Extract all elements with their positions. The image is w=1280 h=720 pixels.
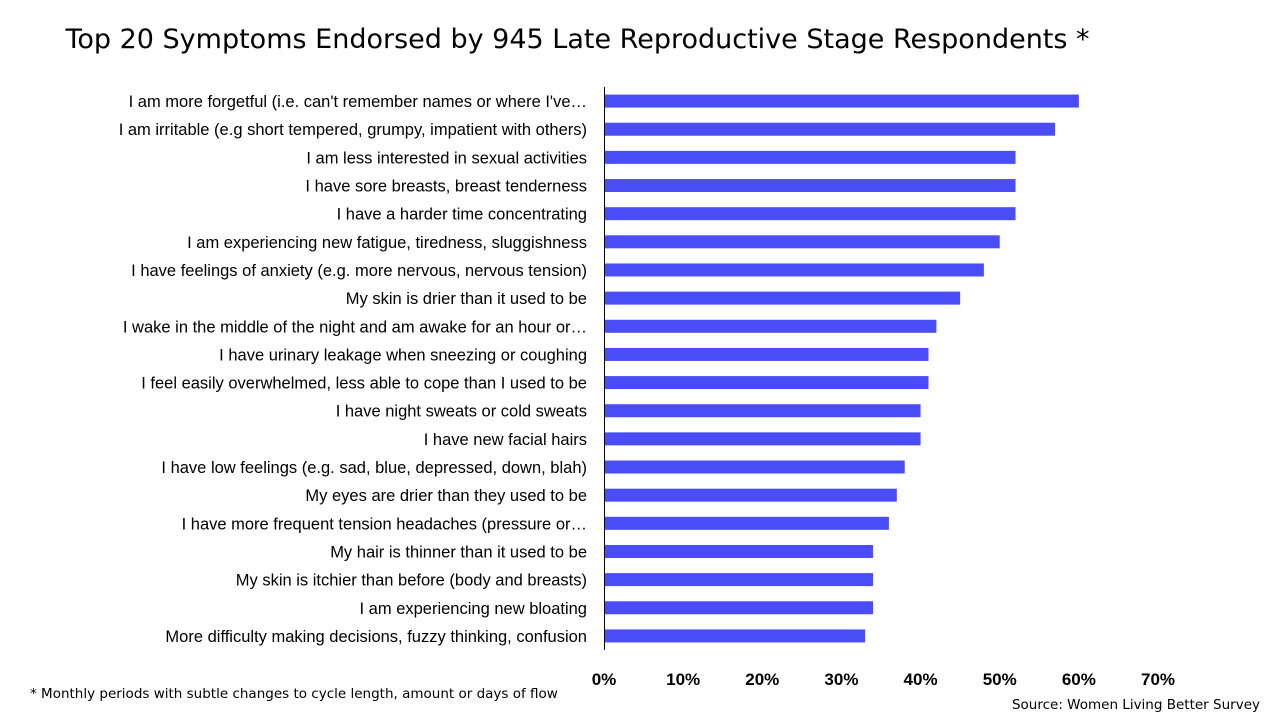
x-tick-label: 40% bbox=[904, 670, 938, 689]
bar bbox=[604, 235, 1000, 249]
bar bbox=[604, 404, 921, 418]
category-label: I am more forgetful (i.e. can't remember… bbox=[129, 93, 587, 111]
category-label: My skin is drier than it used to be bbox=[346, 290, 587, 308]
category-label: I have sore breasts, breast tenderness bbox=[305, 178, 587, 196]
category-label: I have urinary leakage when sneezing or … bbox=[219, 346, 587, 364]
bar bbox=[604, 347, 929, 361]
category-label: My eyes are drier than they used to be bbox=[305, 487, 587, 505]
bar bbox=[604, 629, 866, 643]
bars-group bbox=[604, 94, 1079, 643]
footnote: * Monthly periods with subtle changes to… bbox=[30, 686, 558, 702]
category-label: I wake in the middle of the night and am… bbox=[123, 318, 587, 336]
category-label: My skin is itchier than before (body and… bbox=[236, 572, 587, 590]
bar bbox=[604, 516, 889, 530]
category-label: I have more frequent tension headaches (… bbox=[182, 515, 587, 533]
x-tick-label: 10% bbox=[666, 670, 700, 689]
category-label: I have night sweats or cold sweats bbox=[336, 403, 587, 421]
category-label: More difficulty making decisions, fuzzy … bbox=[165, 628, 587, 646]
source-note: Source: Women Living Better Survey bbox=[1011, 697, 1260, 713]
bar bbox=[604, 488, 897, 502]
x-tick-label: 70% bbox=[1141, 670, 1175, 689]
category-label: I have a harder time concentrating bbox=[337, 206, 587, 224]
bar bbox=[604, 207, 1016, 221]
x-tick-labels: 0% 10% 20% 30% 40% 50% 60% 70% bbox=[592, 670, 1175, 689]
bar bbox=[604, 263, 984, 277]
x-tick-label: 0% bbox=[592, 670, 617, 689]
bar bbox=[604, 544, 874, 558]
x-tick-label: 30% bbox=[824, 670, 858, 689]
bar bbox=[604, 122, 1056, 136]
bar bbox=[604, 150, 1016, 164]
bar bbox=[604, 573, 874, 587]
bar bbox=[604, 179, 1016, 193]
category-label: I am irritable (e.g short tempered, grum… bbox=[119, 121, 587, 139]
bar bbox=[604, 94, 1079, 108]
x-tick-label: 20% bbox=[745, 670, 779, 689]
category-label: My hair is thinner than it used to be bbox=[330, 543, 587, 561]
bar bbox=[604, 291, 961, 305]
category-label: I am less interested in sexual activitie… bbox=[306, 149, 587, 167]
category-labels: I am more forgetful (i.e. can't remember… bbox=[119, 93, 587, 646]
bar bbox=[604, 432, 921, 446]
bar bbox=[604, 319, 937, 333]
x-tick-label: 50% bbox=[983, 670, 1017, 689]
x-tick-label: 60% bbox=[1062, 670, 1096, 689]
category-label: I am experiencing new bloating bbox=[360, 600, 587, 618]
category-label: I have low feelings (e.g. sad, blue, dep… bbox=[161, 459, 587, 477]
category-label: I feel easily overwhelmed, less able to … bbox=[141, 375, 587, 393]
category-label: I am experiencing new fatigue, tiredness… bbox=[187, 234, 587, 252]
category-label: I have feelings of anxiety (e.g. more ne… bbox=[131, 262, 587, 280]
bar bbox=[604, 460, 905, 474]
bar bbox=[604, 376, 929, 390]
category-label: I have new facial hairs bbox=[424, 431, 587, 449]
bar bbox=[604, 601, 874, 615]
chart-title: Top 20 Symptoms Endorsed by 945 Late Rep… bbox=[65, 24, 1090, 55]
